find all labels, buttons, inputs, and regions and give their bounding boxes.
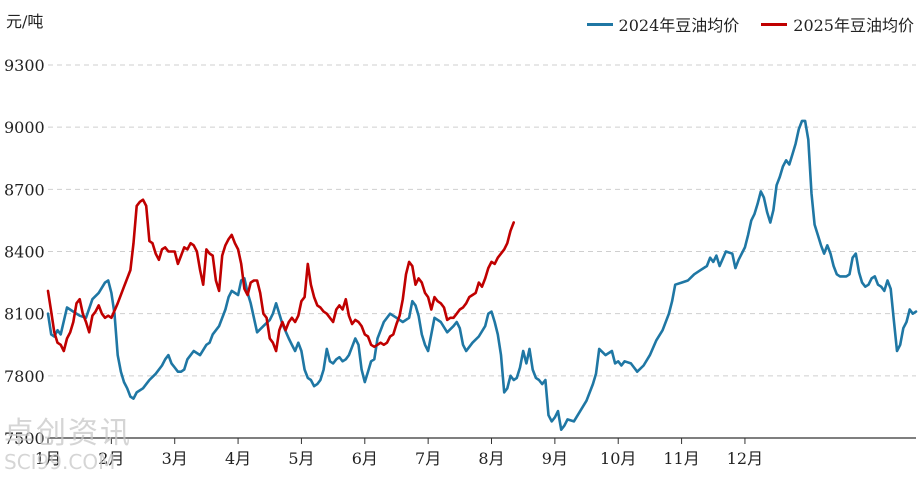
x-tick-label: 10月 xyxy=(600,449,636,468)
x-tick-label: 4月 xyxy=(225,449,251,468)
y-tick-label: 8700 xyxy=(4,180,45,199)
y-axis-ticks: 7500 7800 8100 8400 8700 9000 9300 xyxy=(4,56,45,448)
x-tick-label: 11月 xyxy=(663,449,699,468)
x-tick-label: 7月 xyxy=(415,449,441,468)
legend-label-2025: 2025年豆油均价 xyxy=(793,16,914,35)
legend-swatch-2024 xyxy=(586,22,613,26)
watermark-sub-text: SCI99.COM xyxy=(4,450,116,474)
x-tick-label: 2月 xyxy=(98,449,124,468)
y-tick-label: 8400 xyxy=(4,243,45,262)
x-tick-label: 9月 xyxy=(542,449,568,468)
x-tick-label: 8月 xyxy=(478,449,504,468)
legend-label-2024: 2024年豆油均价 xyxy=(618,16,740,35)
series-line-2025 xyxy=(46,198,515,353)
legend-item-2025[interactable]: 2025年豆油均价 xyxy=(761,12,914,36)
x-tick-label: 3月 xyxy=(162,449,188,468)
y-tick-label: 7800 xyxy=(4,367,45,386)
y-tick-label: 7500 xyxy=(4,429,45,448)
series-line-2024 xyxy=(46,119,918,431)
x-axis: 1月 2月 3月 4月 5月 6月 7月 8月 9月 10月 11月 12月 xyxy=(35,437,916,468)
y-axis-unit-label: 元/吨 xyxy=(6,12,44,31)
x-tick-label: 12月 xyxy=(727,449,763,468)
x-tick-label: 1月 xyxy=(35,449,61,468)
watermark-main-text: 卓创资讯 xyxy=(4,416,132,451)
y-tick-label: 9300 xyxy=(4,56,45,75)
watermark-logo: 卓创资讯 SCI99.COM xyxy=(4,408,132,474)
y-tick-label: 9000 xyxy=(4,118,45,137)
legend-swatch-2025 xyxy=(761,22,788,26)
legend: 2024年豆油均价 2025年豆油均价 xyxy=(586,12,914,36)
grid-lines xyxy=(48,64,916,377)
x-tick-label: 6月 xyxy=(352,449,378,468)
x-tick-label: 5月 xyxy=(288,449,314,468)
series-layer xyxy=(46,119,918,431)
y-tick-label: 8100 xyxy=(4,305,45,324)
legend-item-2024[interactable]: 2024年豆油均价 xyxy=(586,12,740,36)
